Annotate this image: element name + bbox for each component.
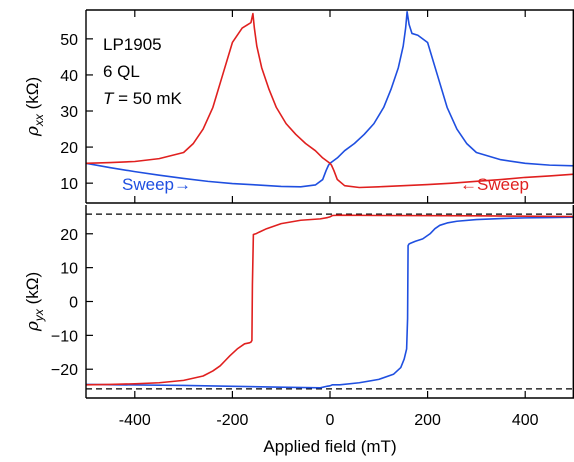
x-tick-label: -400 (119, 412, 151, 429)
x-tick-label: 0 (326, 412, 335, 429)
y-axis-title-rho_xx: ρxx (kΩ) (23, 77, 46, 137)
thickness-label: 6 QL (103, 62, 140, 81)
series-line-rho_xx-sweep-up (86, 11, 574, 188)
y-tick-label-rho_yx: −20 (51, 362, 78, 379)
y-tick-label-rho_xx: 20 (60, 140, 78, 157)
y-tick-label-rho_yx: 10 (60, 261, 78, 278)
y-axis-title-rho_yx: ρyx (kΩ) (23, 272, 46, 332)
series-line-rho_xx-sweep-down (86, 12, 574, 189)
panel-rho_yx: −20 −10 0 10 20 ρyx (kΩ) (23, 205, 574, 399)
series-group-rho_xx (86, 11, 574, 189)
sample-label: LP1905 (103, 35, 162, 54)
x-tick-label: -200 (216, 412, 248, 429)
temperature-label: T = 50 mK (103, 89, 183, 108)
sweep-up-label: Sweep→ (122, 175, 191, 194)
series-group-rho_yx (86, 214, 574, 389)
y-tick-label-rho_xx: 50 (60, 32, 78, 49)
x-axis-title: Applied field (mT) (263, 437, 396, 456)
y-tick-label-rho_xx: 10 (60, 176, 78, 193)
panel-rho_xx: 10 20 30 40 50 ρxx (kΩ) (23, 9, 574, 204)
x-tick-label: 200 (414, 412, 441, 429)
series-line-rho_yx-sweep-up (86, 216, 574, 389)
series-line-rho_yx-sweep-down (86, 214, 574, 386)
y-tick-label-rho_yx: −10 (51, 328, 78, 345)
y-tick-label-rho_xx: 30 (60, 104, 78, 121)
y-tick-label-rho_yx: 0 (69, 295, 78, 312)
y-tick-label-rho_xx: 40 (60, 68, 78, 85)
x-tick-label: 400 (512, 412, 539, 429)
y-tick-label-rho_yx: 20 (60, 227, 78, 244)
sweep-down-label: ←Sweep (460, 175, 529, 194)
